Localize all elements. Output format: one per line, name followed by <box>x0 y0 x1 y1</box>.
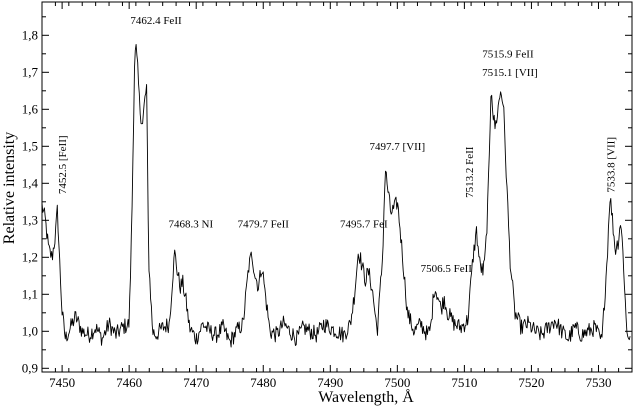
line-annotation: 7506.5 FeII <box>421 263 473 275</box>
x-tick-label: 7510 <box>451 375 477 390</box>
x-axis-title: Wavelength, Å <box>318 388 414 406</box>
x-tick-label: 7490 <box>317 375 343 390</box>
y-axis-title: Relative intensity <box>1 132 18 244</box>
y-tick-label: 1,4 <box>22 175 39 190</box>
line-annotation: 7468.3 NI <box>169 219 214 231</box>
line-annotation: 7533.8 [VII] <box>606 137 618 193</box>
spectrum-line <box>41 43 631 348</box>
plot-frame <box>41 1 633 373</box>
x-tick-label: 7480 <box>250 375 276 390</box>
x-tick-label: 7530 <box>585 375 611 390</box>
y-tick-label: 1,6 <box>22 101 39 116</box>
ticks-layer: 7450 7460 7470 7480 7490 7500 7510 7520 7530 0,9 1… <box>22 2 633 390</box>
x-tick-label: 7460 <box>116 375 142 390</box>
line-annotation: 7452.5 [FeII] <box>57 135 69 194</box>
plot-border <box>41 1 633 373</box>
x-tick-label: 7470 <box>183 375 209 390</box>
y-tick-label: 1,5 <box>22 138 38 153</box>
y-tick-label: 1,3 <box>22 212 38 227</box>
line-annotation: 7513.2 FeII <box>464 146 476 198</box>
y-tick-label: 1,1 <box>22 286 38 301</box>
line-annotation: 7462.4 FeII <box>130 15 182 27</box>
y-tick-label: 1,8 <box>22 27 38 42</box>
y-tick-label: 1,2 <box>22 249 38 264</box>
line-annotation: 7497.7 [VII] <box>370 141 426 153</box>
y-tick-label: 1,0 <box>22 323 38 338</box>
line-annotation: 7515.9 FeII <box>482 49 534 61</box>
line-annotation: 7495.7 FeI <box>340 219 388 231</box>
line-annotation: 7515.1 [VII] <box>482 67 538 79</box>
x-tick-label: 7500 <box>384 375 410 390</box>
x-tick-label: 7450 <box>49 375 75 390</box>
y-tick-label: 1,7 <box>22 64 39 79</box>
x-tick-label: 7520 <box>518 375 544 390</box>
line-annotation: 7479.7 FeII <box>238 219 290 231</box>
y-tick-label: 0,9 <box>22 360 38 375</box>
annotation-layer: 7452.5 [FeII] 7462.4 FeII 7468.3 NI 7479.7 … <box>57 15 617 275</box>
spectrum-layer <box>41 43 631 348</box>
